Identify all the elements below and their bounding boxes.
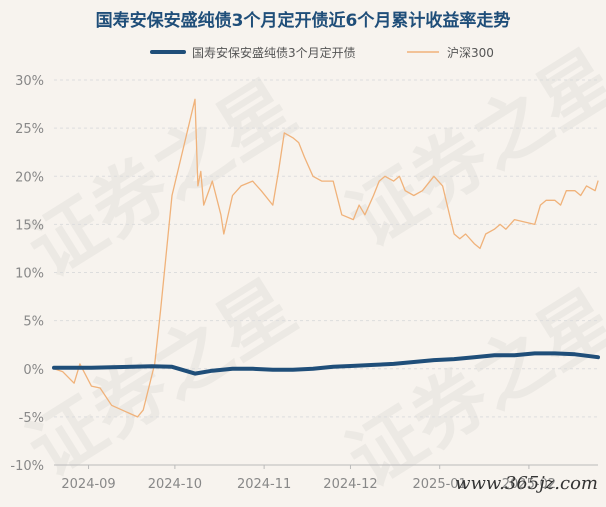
y-tick-label: 20% [15,170,44,185]
series-line-fund [52,351,600,376]
series-line-index [53,98,599,418]
x-tick-label: 2025-02 [502,477,556,492]
legend-label-fund: 国寿安保安盛纯债3个月定开债 [192,45,356,60]
y-tick-label: 25% [15,122,44,137]
y-tick-label: 10% [15,267,44,282]
grid [54,79,598,466]
x-tick-label: 2025-01 [413,477,467,492]
x-tick-label: 2024-11 [237,477,291,492]
y-tick-label: 0% [23,363,44,378]
x-tick-label: 2024-12 [323,477,377,492]
y-tick-label: 15% [15,218,44,233]
x-tick-label: 2024-09 [61,477,115,492]
series-layer [52,98,600,418]
chart-title: 国寿安保安盛纯债3个月定开债近6个月累计收益率走势 [95,11,511,31]
site-watermark: www.365jz.com [455,473,598,494]
y-tick-label: 5% [23,315,44,330]
y-tick-label: 30% [15,74,44,89]
x-axis: 2024-09 2024-10 2024-11 2024-12 2025-01 2025-… [54,464,598,492]
y-tick-label: -10% [10,459,44,474]
y-axis: -10% -5% 0% 5% 10% 15% 20% 25% 30% [10,74,44,474]
x-tick-label: 2024-10 [148,477,202,492]
legend-label-index: 沪深300 [447,46,494,60]
legend: 国寿安保安盛纯债3个月定开债 沪深300 [150,45,494,60]
y-tick-label: -5% [19,411,44,426]
